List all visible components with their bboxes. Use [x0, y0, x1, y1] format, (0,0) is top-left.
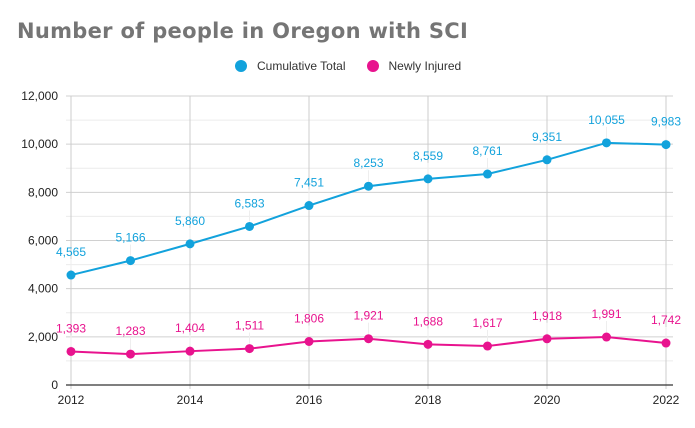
x-tick-label: 2012: [58, 393, 85, 407]
data-point: [304, 201, 314, 211]
data-label: 1,742: [651, 313, 681, 327]
data-label: 1,918: [532, 309, 562, 323]
data-point: [185, 346, 195, 356]
data-label: 1,617: [472, 316, 502, 330]
data-label: 10,055: [588, 113, 625, 127]
data-point: [245, 221, 254, 231]
data-point: [304, 337, 314, 347]
y-tick-label: 10,000: [21, 137, 58, 151]
y-tick-label: 0: [51, 378, 58, 392]
legend-marker-newly-injured: [366, 60, 379, 72]
data-point: [602, 138, 611, 148]
data-label: 9,983: [651, 115, 681, 129]
data-point: [66, 270, 76, 280]
chart-title: Number of people in Oregon with SCI: [17, 19, 469, 43]
y-tick-label: 8,000: [28, 185, 58, 199]
legend-item-cumulative-total[interactable]: Cumulative Total: [235, 59, 346, 73]
legend-marker-cumulative-total: [235, 60, 247, 72]
y-tick-label: 4,000: [28, 282, 58, 296]
data-label: 6,583: [234, 196, 264, 210]
data-label: 1,806: [294, 312, 324, 326]
data-point: [364, 181, 373, 191]
y-tick-label: 6,000: [28, 234, 58, 248]
x-tick-label: 2018: [415, 393, 442, 407]
data-label: 1,511: [235, 319, 264, 333]
y-tick-label: 12,000: [21, 89, 58, 103]
data-point: [661, 140, 671, 150]
data-point: [423, 339, 433, 349]
data-point: [185, 239, 195, 249]
data-point: [245, 344, 254, 354]
data-point: [364, 334, 373, 344]
data-label: 8,761: [472, 144, 502, 158]
data-point: [602, 332, 611, 342]
legend: Cumulative Total Newly Injured: [235, 59, 482, 73]
data-point: [126, 349, 135, 359]
data-label: 5,860: [175, 214, 205, 228]
x-tick-label: 2014: [177, 393, 204, 407]
y-tick-label: 2,000: [28, 330, 58, 344]
data-point: [423, 174, 433, 184]
data-label: 5,166: [115, 231, 145, 245]
data-point: [542, 334, 552, 344]
data-point: [542, 155, 552, 165]
data-label: 1,404: [175, 321, 205, 335]
data-label: 1,688: [413, 314, 443, 328]
x-tick-label: 2020: [534, 393, 561, 407]
x-tick-label: 2022: [653, 393, 680, 407]
legend-item-newly-injured[interactable]: Newly Injured: [366, 59, 462, 73]
data-label: 8,559: [413, 149, 443, 163]
data-label: 1,991: [591, 307, 621, 321]
axes: 0 2,000 4,000 6,000 8,000 10,000 12,000 2012 201…: [21, 89, 679, 407]
gridlines: [66, 95, 673, 389]
data-label: 1,393: [56, 321, 86, 335]
data-point: [483, 341, 492, 351]
x-tick-label: 2016: [296, 393, 323, 407]
data-label: 4,565: [56, 245, 86, 259]
data-point: [483, 169, 492, 179]
data-label: 1,283: [115, 324, 145, 338]
data-labels: 4,565 5,166 5,860 6,583 7,451 8,253 8,559 8,761…: [56, 113, 681, 350]
data-point: [661, 338, 671, 348]
data-point: [126, 256, 135, 266]
data-label: 8,253: [353, 156, 383, 170]
data-label: 1,921: [353, 309, 383, 323]
data-point: [66, 346, 76, 356]
legend-label-newly-injured: Newly Injured: [388, 59, 462, 73]
data-label: 7,451: [294, 176, 324, 190]
legend-label-cumulative-total: Cumulative Total: [257, 59, 346, 73]
series-group: [66, 138, 671, 359]
data-label: 9,351: [532, 130, 562, 144]
